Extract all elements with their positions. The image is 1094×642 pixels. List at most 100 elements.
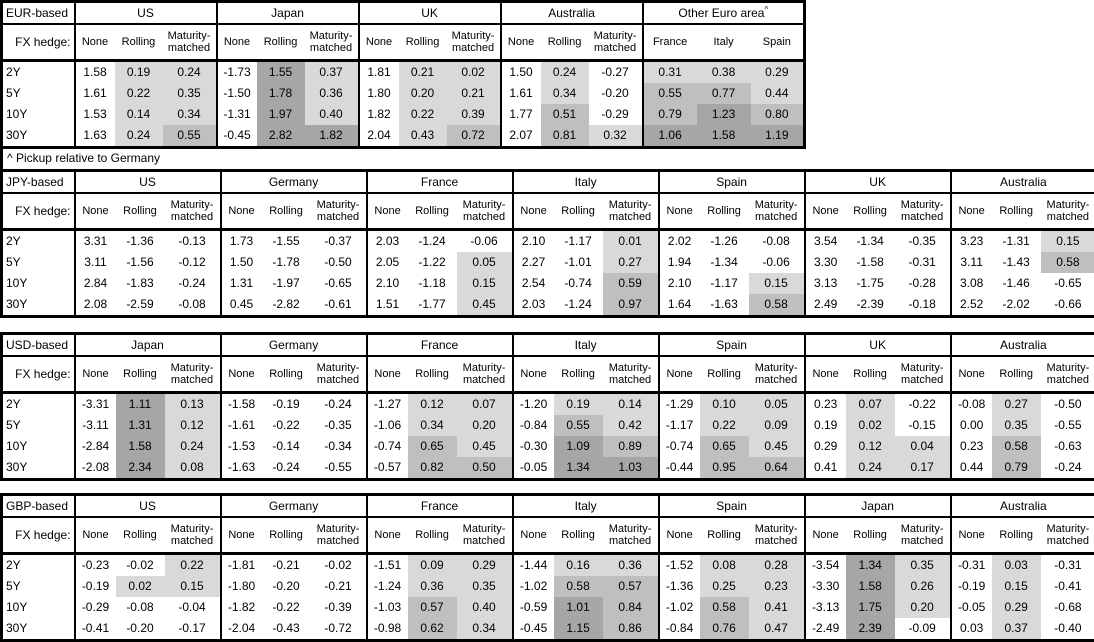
value-cell: 0.95 [699,457,749,480]
value-cell: -0.72 [324,621,352,635]
value-cell: -0.50 [1054,397,1082,411]
value-cell: -0.74 [564,276,592,290]
value-cell: -1.36 [657,576,700,597]
value-cell: -0.08 [126,600,154,614]
value-cell: -0.63 [1054,439,1082,453]
value-cell: -0.74 [365,436,408,457]
value-cell: 0.08 [164,457,221,480]
value-cell: -0.31 [908,255,936,269]
hedge-type-header: Maturity-matched [602,193,659,231]
value-cell: -1.82 [219,597,262,618]
value-cell: 0.89 [602,436,659,457]
value-cell: 1.19 [750,125,805,148]
value-cell: -0.19 [272,397,300,411]
value-cell: 1.73 [219,229,262,252]
value-cell: 0.02 [845,415,895,436]
value-cell: 0.34 [456,618,513,641]
country-header: France [365,333,513,357]
fx-hedge-label: FX hedge: [1,517,76,555]
value-cell: 0.35 [991,415,1041,436]
value-cell: 2.84 [73,273,116,294]
value-cell: -2.84 [73,436,116,457]
value-cell: -2.08 [73,457,116,480]
value-cell: 1.01 [553,597,603,618]
tenor-row-30y: 30Y 2.08 -2.59 -0.08 0.45 -2.82 -0.61 1.51 -1.77… [1,294,1094,317]
value-cell: -0.06 [762,255,790,269]
value-cell: -0.41 [73,618,116,641]
value-cell: -1.06 [365,415,408,436]
value-cell: -3.11 [73,415,116,436]
value-cell: 0.41 [803,457,846,480]
value-cell: 1.34 [553,457,603,480]
value-cell: 0.58 [699,597,749,618]
value-cell: -0.02 [126,558,154,572]
value-cell: 0.58 [748,294,805,317]
value-cell: -0.19 [949,576,992,597]
value-cell: 0.55 [641,83,697,104]
value-cell: 0.01 [602,229,659,252]
fx-hedge-label: FX hedge: [1,193,76,231]
value-cell: 0.28 [748,553,805,576]
hedge-type-header: None [511,356,554,394]
hedge-type-header: None [365,517,408,555]
hedge-type-header: Maturity-matched [748,517,805,555]
value-cell: 2.34 [115,457,165,480]
value-cell: 2.05 [365,252,408,273]
value-cell: 0.35 [162,83,217,104]
tenor-row-10y: 10Y 2.84 -1.83 -0.24 1.31 -1.97 -0.65 2.10 -1.18… [1,273,1094,294]
value-cell: 1.80 [357,83,399,104]
tenor-row-5y: 5Y -0.19 0.02 0.15 -1.80 -0.20 -0.21 -1.24 0.36 0… [1,576,1094,597]
country-header: Japan [803,494,951,518]
value-cell: 3.11 [949,252,992,273]
value-cell: -2.49 [803,618,846,641]
value-cell: -1.55 [272,234,300,248]
value-cell: -1.17 [564,234,592,248]
value-cell: 0.10 [699,392,749,415]
table-label: USD-based [1,333,76,357]
tenor-label: 10Y [1,597,76,618]
value-cell: 0.45 [748,436,805,457]
value-cell: -1.18 [418,276,446,290]
value-cell: -1.80 [219,576,262,597]
hedge-type-header: France [641,24,697,62]
country-header: UK [357,1,501,25]
value-cell: 0.27 [991,392,1041,415]
value-cell: -1.03 [365,597,408,618]
hedge-type-header: Rolling [115,193,165,231]
tenor-row-10y: 10Y 1.53 0.14 0.34 -1.31 1.97 0.40 1.82 0.22 0.39… [1,104,805,125]
value-cell: -0.12 [178,255,206,269]
hedge-type-header: Maturity-matched [588,24,643,62]
value-cell: -0.08 [762,234,790,248]
country-header: Italy [511,494,659,518]
value-cell: -0.08 [178,297,206,311]
value-cell: 0.14 [602,392,659,415]
hedge-type-header: Maturity-matched [304,24,359,62]
hedge-type-header: Maturity-matched [310,517,367,555]
value-cell: 0.02 [115,576,165,597]
tenor-row-30y: 30Y -2.08 2.34 0.08 -1.63 -0.24 -0.55 -0.57 0.82… [1,457,1094,480]
hedge-type-header: None [511,517,554,555]
value-cell: 0.20 [398,83,447,104]
value-cell: 0.23 [748,576,805,597]
value-cell: -0.65 [1054,276,1082,290]
footnote: ^ Pickup relative to Germany [0,149,1094,169]
tenor-label: 2Y [1,229,76,252]
value-cell: 2.10 [365,273,408,294]
value-cell: 1.58 [73,60,115,83]
value-cell: 0.21 [398,60,447,83]
value-cell: 0.35 [456,576,513,597]
value-cell: -2.04 [219,618,262,641]
hedge-type-header: Maturity-matched [164,517,221,555]
value-cell: 3.11 [73,252,116,273]
value-cell: -0.28 [908,276,936,290]
value-cell: 1.09 [553,436,603,457]
country-header: Germany [219,170,367,194]
tenor-label: 5Y [1,415,76,436]
value-cell: -1.17 [657,415,700,436]
hedge-type-header: Maturity-matched [602,356,659,394]
value-cell: -0.22 [908,397,936,411]
value-cell: 0.40 [304,104,359,125]
hedge-type-header: None [949,517,992,555]
value-cell: 1.34 [845,553,895,576]
value-cell: 0.03 [949,618,992,641]
